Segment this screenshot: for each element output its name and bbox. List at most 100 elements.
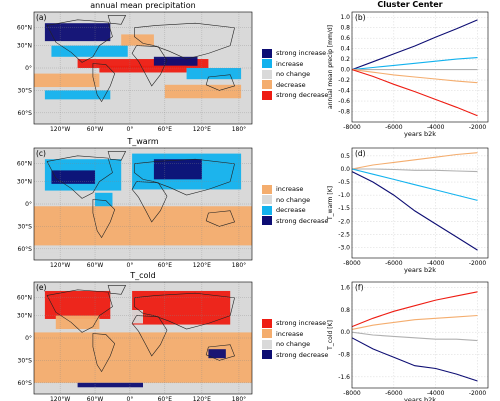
legend-entry: strong decrease	[262, 216, 328, 227]
legend-label: strong decrease	[276, 350, 329, 359]
legend-entry: strong decrease	[262, 90, 328, 101]
series-line	[352, 168, 478, 173]
map-region	[121, 34, 154, 46]
lat-tick-label: 60°N	[17, 161, 32, 168]
map-region	[164, 84, 242, 99]
legend-swatch	[262, 59, 272, 69]
legend-swatch	[262, 205, 272, 215]
coastline	[46, 155, 113, 199]
series-line	[351, 171, 478, 251]
y-tick-label: 1.0	[340, 14, 350, 21]
legend-entry: increase	[262, 184, 328, 195]
legend-label: increase	[276, 59, 304, 68]
x-axis-label: years b2k	[404, 396, 436, 401]
legend-label: increase	[276, 329, 304, 338]
y-axis-label: T_cold [K]	[327, 320, 334, 351]
lon-tick-label: 120°E	[193, 396, 211, 401]
y-tick-label: 0.8	[340, 307, 350, 314]
lon-tick-label: 60°E	[158, 396, 173, 401]
series-line	[351, 337, 478, 382]
legend-label: no change	[276, 70, 311, 78]
y-tick-label: -2.5	[338, 231, 350, 238]
legend-label: strong increase	[276, 319, 327, 327]
panel-label: (d)	[355, 149, 366, 158]
coastline	[107, 285, 127, 295]
y-tick-label: 0.0	[340, 329, 350, 336]
plot-frame	[351, 11, 489, 123]
coastline	[134, 22, 235, 60]
x-tick-label: -8000	[343, 260, 361, 267]
y-tick-label: -1.5	[338, 205, 350, 212]
legend-entry: strong decrease	[262, 350, 328, 361]
lon-tick-label: 60°E	[158, 126, 173, 133]
map-panel-0	[33, 11, 253, 125]
x-tick-label: -4000	[427, 260, 445, 267]
y-tick-label: 0.8	[340, 25, 350, 32]
legend-swatch	[262, 195, 272, 205]
legend-entry: no change	[262, 195, 328, 206]
map-region	[77, 382, 143, 388]
legend-swatch	[262, 90, 272, 100]
legend: strong increase increase no change decrease…	[262, 48, 328, 101]
x-tick-label: -8000	[343, 124, 361, 131]
map-frame	[33, 11, 253, 125]
map-region	[44, 290, 111, 319]
map-region	[51, 45, 128, 57]
legend-swatch	[262, 80, 272, 90]
legend-entry: decrease	[262, 80, 328, 91]
y-tick-label: 1.6	[340, 285, 350, 292]
map-region	[55, 315, 100, 330]
map-panel-2	[33, 281, 253, 395]
panel-label: (a)	[36, 13, 47, 22]
x-tick-label: -8000	[343, 390, 361, 397]
map-panel-1	[33, 147, 253, 261]
legend-entry: strong increase	[262, 48, 328, 59]
column-title: Cluster Center	[377, 0, 443, 9]
legend-entry: no change	[262, 339, 328, 350]
y-axis-label: T_warm [K]	[327, 186, 334, 221]
map-region	[34, 73, 100, 88]
map-region	[153, 159, 202, 180]
legend-label: strong decrease	[276, 216, 329, 225]
legend-entry: decrease	[262, 205, 328, 216]
map-region	[77, 59, 209, 68]
lat-tick-label: 0°	[25, 65, 32, 72]
y-tick-label: -0.6	[338, 98, 350, 105]
lat-tick-label: 30°N	[17, 179, 32, 186]
x-tick-label: -2000	[469, 390, 487, 397]
series-line	[351, 69, 478, 117]
legend-swatch	[262, 48, 272, 58]
coastline	[134, 158, 235, 196]
y-tick-label: 0.5	[340, 153, 350, 160]
lon-tick-label: 180°	[232, 262, 246, 269]
series-line	[351, 19, 478, 71]
coastline	[131, 181, 168, 223]
lat-tick-label: 60°S	[18, 246, 33, 253]
map-region	[51, 170, 96, 184]
lat-tick-label: 60°N	[17, 25, 32, 32]
lat-tick-label: 30°S	[18, 87, 33, 94]
lat-tick-label: 30°S	[18, 223, 33, 230]
lon-tick-label: 120°E	[193, 262, 211, 269]
coastline	[92, 199, 116, 239]
series-line	[351, 331, 478, 342]
coastline	[131, 45, 168, 87]
x-tick-label: -2000	[469, 124, 487, 131]
map-region	[95, 192, 113, 207]
line-chart-2	[351, 281, 489, 389]
line-chart-0	[351, 11, 489, 123]
y-tick-label: -0.5	[338, 179, 350, 186]
legend-label: strong increase	[276, 49, 327, 57]
coastline	[205, 344, 235, 361]
coastline	[205, 210, 235, 227]
lon-tick-label: 60°E	[158, 262, 173, 269]
x-tick-label: -6000	[385, 124, 403, 131]
lat-tick-label: 30°N	[17, 313, 32, 320]
y-tick-label: -2.0	[338, 218, 350, 225]
panel-label: (f)	[355, 283, 364, 292]
legend-label: strong decrease	[276, 91, 329, 99]
x-axis-label: years b2k	[404, 130, 436, 138]
legend-swatch	[262, 216, 272, 226]
lon-tick-label: 60°W	[87, 262, 104, 269]
panel-label: (b)	[355, 13, 366, 22]
